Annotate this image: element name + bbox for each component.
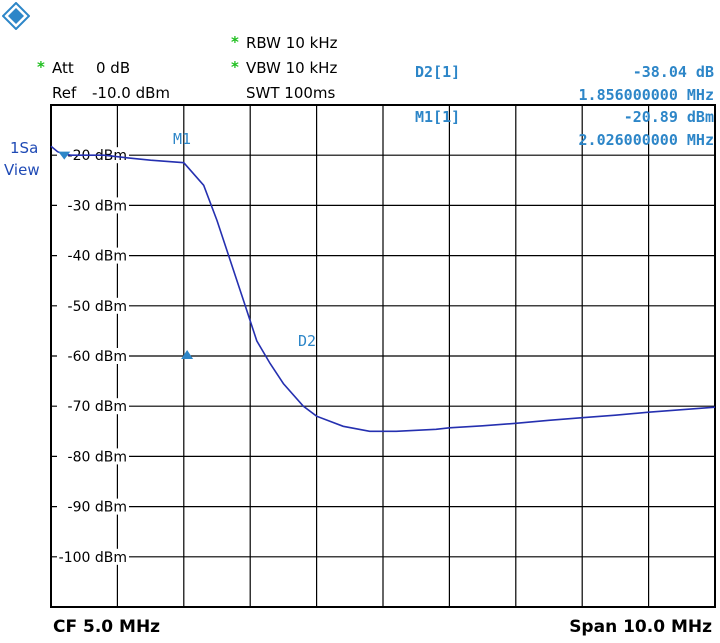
frequency-span: Span 10.0 MHz	[569, 617, 712, 637]
marker-glyphs	[58, 151, 194, 359]
vbw-readout: VBW 10 kHz	[246, 59, 338, 77]
y-tick-label: -20 dBm	[68, 148, 127, 164]
swt-readout: SWT 100ms	[246, 84, 336, 102]
y-tick-labels: -20 dBm -30 dBm -40 dBm -50 dBm -60 dBm -70 d…	[57, 147, 129, 566]
y-tick-label-bg	[57, 498, 129, 515]
y-tick-label-bg	[57, 297, 129, 314]
m1-level: -20.89 dBm	[623, 108, 714, 126]
vbw-star: *	[231, 58, 239, 76]
trace-line	[50, 145, 716, 433]
y-tick-label: -50 dBm	[68, 299, 127, 315]
m1-marker-label: M1	[173, 130, 192, 148]
m1-name: M1[1]	[415, 108, 461, 126]
y-tick-label: -90 dBm	[68, 500, 127, 516]
d2-name: D2[1]	[415, 63, 461, 81]
rohde-schwarz-logo	[2, 2, 30, 30]
y-tick-label: -70 dBm	[68, 399, 127, 415]
center-frequency: CF 5.0 MHz	[53, 617, 161, 637]
y-tick-label-bg	[57, 548, 129, 565]
att-label: Att	[52, 59, 74, 77]
y-tick-label: -100 dBm	[59, 550, 127, 566]
rbw-star: *	[231, 33, 239, 51]
y-tick-label-bg	[57, 448, 129, 465]
y-tick-label: -40 dBm	[68, 249, 127, 265]
d2-marker-label: D2	[298, 332, 317, 350]
att-star: *	[37, 58, 45, 76]
y-tick-label-bg	[57, 348, 129, 364]
d2-marker-triangle	[181, 350, 194, 359]
grid	[51, 105, 715, 607]
d2-freq: 1.856000000 MHz	[578, 86, 714, 104]
y-tick-label-bg	[57, 398, 129, 415]
rbw-readout: RBW 10 kHz	[246, 34, 338, 52]
d2-level: -38.04 dB	[632, 63, 714, 81]
att-value: 0 dB	[96, 59, 131, 77]
y-tick-label: -30 dBm	[68, 198, 127, 214]
y-tick-label-bg	[57, 247, 129, 264]
y-tick-label: -80 dBm	[68, 449, 127, 465]
m1-marker-triangle	[58, 151, 71, 160]
trace-mode-line2: View	[4, 161, 40, 179]
y-tick-label: -60 dBm	[68, 349, 127, 365]
ref-value: -10.0 dBm	[92, 84, 171, 102]
y-tick-label-bg	[57, 197, 129, 214]
m1-freq: 2.026000000 MHz	[578, 131, 714, 149]
trace-mode-line1: 1Sa	[10, 139, 39, 157]
ref-label: Ref	[52, 84, 77, 102]
